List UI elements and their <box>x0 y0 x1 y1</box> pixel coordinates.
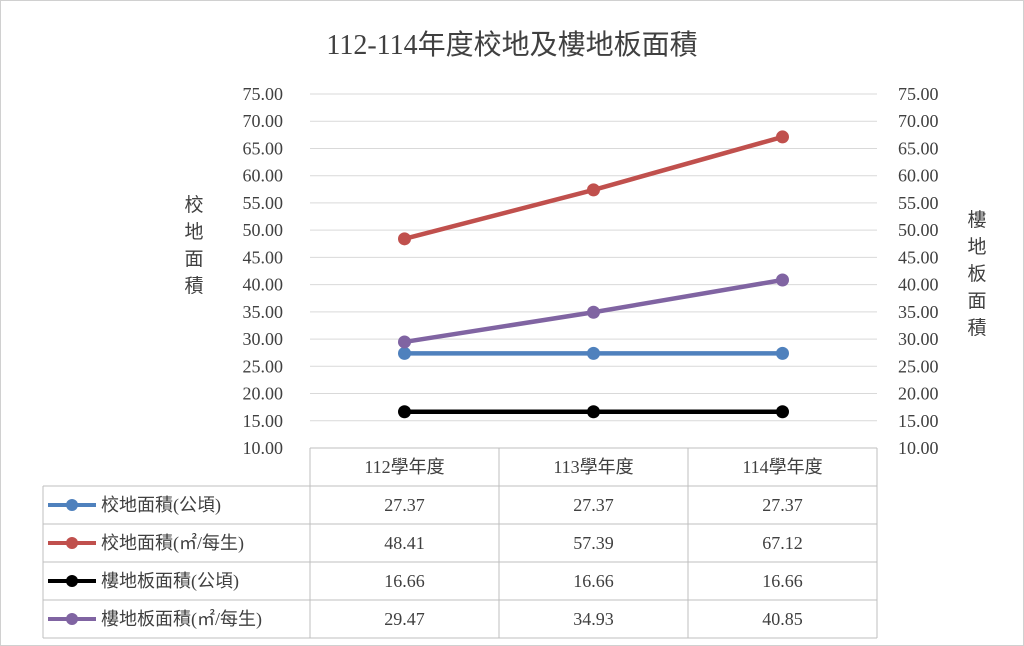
y-axis-right-label-char: 面 <box>967 291 986 312</box>
data-label: 27.37 <box>573 495 614 515</box>
data-point <box>776 405 789 419</box>
y-axis-left-label-char: 地 <box>184 221 203 243</box>
y-tick-label-right: 70.00 <box>898 111 939 131</box>
y-axis-right-label-char: 板 <box>967 263 986 285</box>
category-label: 112學年度 <box>364 457 444 477</box>
legend-key-marker <box>66 575 78 587</box>
y-tick-label-right: 35.00 <box>898 302 939 322</box>
y-tick-label-left: 40.00 <box>243 275 284 295</box>
data-point <box>398 346 411 360</box>
data-label: 40.85 <box>762 609 803 629</box>
y-axis-right: 10.00 15.00 20.00 25.00 30.00 35.00 40.00 45.00… <box>898 84 939 458</box>
category-label: 114學年度 <box>742 457 822 477</box>
category-label: 113學年度 <box>553 457 633 477</box>
data-label: 16.66 <box>762 571 803 591</box>
legend-entry: 樓地板面積(公頃) <box>101 571 239 592</box>
y-axis-left-label: 校地面積 <box>184 194 203 297</box>
data-point <box>776 346 789 360</box>
legend-key-marker <box>66 537 78 549</box>
data-label: 27.37 <box>384 495 425 515</box>
y-tick-label-left: 10.00 <box>243 438 284 458</box>
data-point <box>398 335 411 349</box>
data-label: 27.37 <box>762 495 803 515</box>
y-tick-label-right: 15.00 <box>898 411 939 431</box>
y-tick-label-left: 65.00 <box>243 138 284 158</box>
data-point <box>587 346 600 360</box>
y-tick-label-right: 30.00 <box>898 329 939 349</box>
y-axis-left: 10.00 15.00 20.00 25.00 30.00 35.00 40.00 45.00… <box>243 84 284 458</box>
y-tick-label-right: 50.00 <box>898 220 939 240</box>
y-tick-label-left: 45.00 <box>243 247 284 267</box>
legend-entry: 校地面積(公頃) <box>101 495 221 516</box>
series-lines <box>398 130 789 419</box>
data-point <box>398 232 411 246</box>
y-tick-label-left: 50.00 <box>243 220 284 240</box>
data-label: 16.66 <box>384 571 425 591</box>
y-axis-left-label-char: 積 <box>184 275 203 297</box>
gridlines <box>310 93 877 422</box>
data-label: 67.12 <box>762 533 803 553</box>
y-tick-label-left: 75.00 <box>243 84 284 104</box>
data-label: 48.41 <box>384 533 425 553</box>
y-tick-label-left: 60.00 <box>243 166 284 186</box>
y-axis-left-label-char: 校 <box>184 194 203 216</box>
y-axis-right-label: 樓地板面積 <box>967 209 986 339</box>
legend-key-marker <box>66 613 78 625</box>
y-tick-label-right: 60.00 <box>898 166 939 186</box>
y-axis-right-label-char: 積 <box>967 317 986 339</box>
y-tick-label-left: 35.00 <box>243 302 284 322</box>
y-axis-right-label-char: 地 <box>967 236 986 258</box>
y-tick-label-left: 30.00 <box>243 329 284 349</box>
y-tick-label-left: 25.00 <box>243 356 284 376</box>
data-point <box>776 130 789 144</box>
data-label: 29.47 <box>384 609 425 629</box>
y-tick-label-left: 20.00 <box>243 384 284 404</box>
data-label: 34.93 <box>573 609 614 629</box>
legend-entry: 樓地板面積(㎡/每生) <box>101 608 262 630</box>
y-tick-label-right: 65.00 <box>898 138 939 158</box>
y-tick-label-right: 25.00 <box>898 356 939 376</box>
y-tick-label-right: 45.00 <box>898 247 939 267</box>
chart-title: 112-114年度校地及樓地板面積 <box>326 29 697 61</box>
data-point <box>587 183 600 197</box>
data-point <box>398 405 411 419</box>
data-label: 16.66 <box>573 571 614 591</box>
y-tick-label-right: 20.00 <box>898 384 939 404</box>
y-tick-label-right: 55.00 <box>898 193 939 213</box>
y-tick-label-right: 40.00 <box>898 275 939 295</box>
y-tick-label-left: 15.00 <box>243 411 284 431</box>
data-point <box>776 273 789 287</box>
y-tick-label-left: 70.00 <box>243 111 284 131</box>
y-tick-label-left: 55.00 <box>243 193 284 213</box>
y-axis-left-label-char: 面 <box>184 249 203 270</box>
y-tick-label-right: 10.00 <box>898 438 939 458</box>
y-axis-right-label-char: 樓 <box>967 209 986 231</box>
legend-key-marker <box>66 499 78 511</box>
data-point <box>587 405 600 419</box>
y-tick-label-right: 75.00 <box>898 84 939 104</box>
data-point <box>587 305 600 319</box>
legend-entry: 校地面積(㎡/每生) <box>101 532 244 554</box>
data-label: 57.39 <box>573 533 614 553</box>
